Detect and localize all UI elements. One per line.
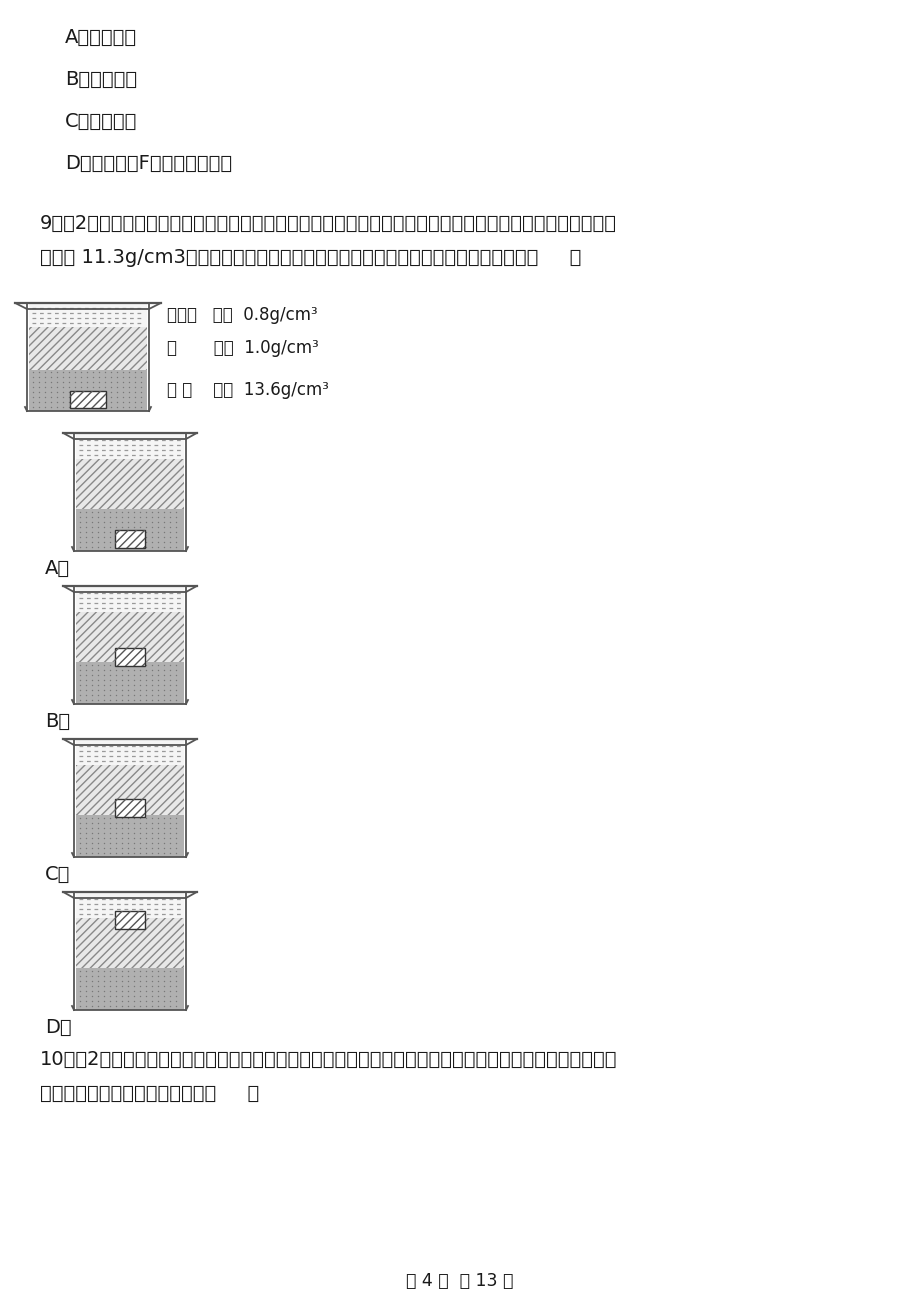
- Text: 的情况可以判定密度最小的是：（     ）: 的情况可以判定密度最小的是：（ ）: [40, 1085, 259, 1103]
- Bar: [76, 967, 184, 1010]
- Text: B．由小变大: B．由小变大: [65, 70, 137, 89]
- Bar: [29, 327, 147, 370]
- Bar: [76, 509, 184, 551]
- Bar: [76, 766, 184, 815]
- Text: 密度是 11.3g/cm3）轻轻该放入烧杯中，图中能正确显示出铝块静止时位置的如图是（     ）: 密度是 11.3g/cm3）轻轻该放入烧杯中，图中能正确显示出铝块静止时位置的如…: [40, 247, 581, 267]
- Bar: [29, 370, 147, 411]
- Text: 10．（2分）如图，甲、乙、丙、丁是四个体积、形状相同而材料不同的实心球，根据它们在水中静止不动时: 10．（2分）如图，甲、乙、丙、丁是四个体积、形状相同而材料不同的实心球，根据它…: [40, 1049, 617, 1069]
- Bar: [76, 460, 184, 509]
- Text: D．: D．: [45, 1018, 72, 1036]
- Text: C．: C．: [45, 865, 70, 884]
- Text: A．: A．: [45, 559, 70, 578]
- Text: 水 银    密度  13.6g/cm³: 水 银 密度 13.6g/cm³: [167, 381, 328, 400]
- Text: 石蜡油   密度  0.8g/cm³: 石蜡油 密度 0.8g/cm³: [167, 306, 317, 324]
- Bar: [76, 918, 184, 967]
- Bar: [115, 911, 145, 928]
- Bar: [70, 391, 106, 408]
- Bar: [76, 892, 184, 918]
- Bar: [76, 612, 184, 661]
- Bar: [115, 911, 145, 928]
- Bar: [76, 815, 184, 857]
- Bar: [115, 648, 145, 665]
- Bar: [76, 612, 184, 661]
- Bar: [115, 799, 145, 818]
- Bar: [115, 799, 145, 818]
- Text: 水       密度  1.0g/cm³: 水 密度 1.0g/cm³: [167, 340, 318, 357]
- Text: B．: B．: [45, 712, 70, 730]
- Text: C．由大变小: C．由大变小: [65, 112, 137, 132]
- Bar: [76, 918, 184, 967]
- Text: 9．（2分）如图所示，一只烧杯中盛有石蜡油、水和水银三种液体，液体之间并不溶合．将一实心铅块（铅的: 9．（2分）如图所示，一只烧杯中盛有石蜡油、水和水银三种液体，液体之间并不溶合．…: [40, 214, 617, 233]
- Bar: [29, 303, 147, 327]
- Bar: [29, 327, 147, 370]
- Bar: [76, 434, 184, 460]
- Bar: [76, 766, 184, 815]
- Bar: [115, 530, 145, 548]
- Bar: [76, 661, 184, 704]
- Text: D．不能确定F大小的变化规律: D．不能确定F大小的变化规律: [65, 154, 232, 173]
- Bar: [70, 391, 106, 408]
- Text: A．始终不变: A．始终不变: [65, 29, 137, 47]
- Bar: [76, 586, 184, 612]
- Bar: [76, 740, 184, 766]
- Bar: [76, 460, 184, 509]
- Bar: [115, 648, 145, 665]
- Bar: [115, 530, 145, 548]
- Text: 第 4 页  共 13 页: 第 4 页 共 13 页: [406, 1272, 513, 1290]
